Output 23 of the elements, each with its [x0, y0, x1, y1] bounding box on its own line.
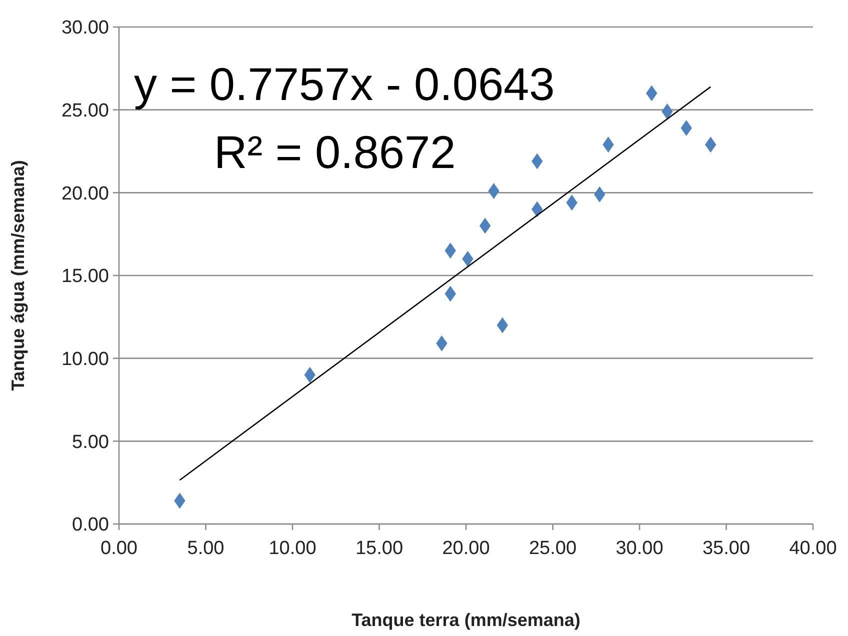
y-tick-label: 20.00 — [61, 183, 109, 204]
x-axis-title: Tanque terra (mm/semana) — [352, 610, 580, 630]
x-tick-label: 0.00 — [100, 538, 138, 559]
x-tick-label: 30.00 — [616, 538, 664, 559]
x-tick-label: 35.00 — [702, 538, 750, 559]
y-tick-label: 10.00 — [61, 348, 109, 370]
annotation: y = 0.7757x - 0.0643 — [134, 58, 555, 110]
y-axis-title: Tanque água (mm/semana) — [8, 160, 28, 391]
x-tick-label: 5.00 — [187, 538, 224, 559]
y-tick-label: 25.00 — [61, 100, 109, 122]
x-tick-label: 20.00 — [442, 538, 490, 559]
y-tick-label: 30.00 — [61, 18, 109, 39]
x-tick-label: 25.00 — [528, 538, 577, 559]
annotation: R² = 0.8672 — [214, 126, 456, 178]
point — [496, 317, 508, 334]
point — [594, 186, 606, 202]
x-tick-label: 40.00 — [789, 538, 837, 559]
x-tick-label: 10.00 — [268, 538, 316, 559]
y-tick-label: 15.00 — [61, 266, 109, 288]
point — [479, 218, 491, 234]
y-tick-label: 5.00 — [72, 432, 109, 453]
x-tick-label: 15.00 — [355, 538, 404, 559]
y-tick-label: 0.00 — [72, 514, 109, 536]
